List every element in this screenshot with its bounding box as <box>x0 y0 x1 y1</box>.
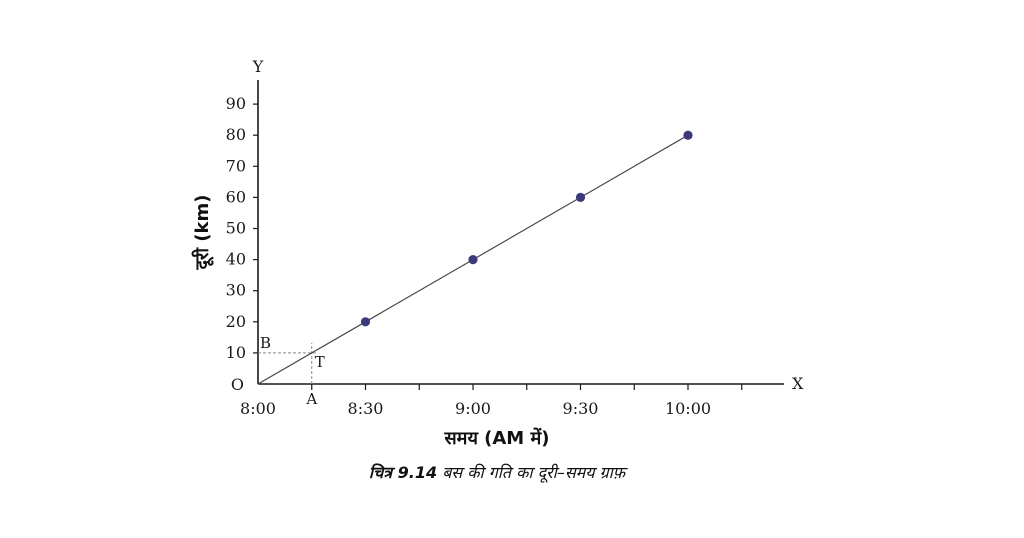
y-tick-label: 20 <box>226 312 246 331</box>
x-tick-label: 9:00 <box>455 399 491 418</box>
annotation-labels: O X Y A B T <box>231 57 804 408</box>
x-axis-letter: X <box>792 374 804 393</box>
x-axis-title: समय (AM में) <box>444 427 550 449</box>
caption-text: बस की गति का दूरी–समय ग्राफ़ <box>442 463 629 483</box>
axes <box>253 80 784 390</box>
data-point <box>683 130 693 140</box>
y-tick-label: 70 <box>226 156 246 175</box>
y-tick-label: 50 <box>226 219 246 238</box>
data-point <box>360 317 371 327</box>
y-tick-label: 80 <box>226 125 246 144</box>
guide-lines <box>258 342 316 384</box>
data-point <box>575 192 586 202</box>
series-group <box>257 130 693 385</box>
x-tick-label: 9:30 <box>563 399 599 418</box>
label-T: T <box>315 353 325 371</box>
label-B: B <box>260 334 271 352</box>
x-tick-label: 8:00 <box>240 399 276 418</box>
label-A: A <box>305 390 317 408</box>
y-tick-label: 40 <box>226 250 246 269</box>
figure-caption: चित्र 9.14 बस की गति का दूरी–समय ग्राफ़ <box>369 463 629 483</box>
y-axis-letter: Y <box>252 57 264 76</box>
origin-label: O <box>231 375 244 394</box>
caption-prefix: चित्र 9.14 <box>369 463 437 482</box>
tick-labels: 8:00 8:30 9:00 9:30 10:00 10 20 30 40 50 60 70 80 90 <box>226 94 711 418</box>
y-tick-label: 90 <box>226 94 246 113</box>
y-axis-title: दूरी (km) <box>191 194 214 270</box>
data-point <box>468 255 478 265</box>
y-tick-label: 60 <box>226 187 246 206</box>
x-tick-label: 10:00 <box>665 399 711 418</box>
x-tick-label: 8:30 <box>348 399 384 418</box>
y-tick-label: 30 <box>226 281 246 300</box>
y-tick-label: 10 <box>226 343 246 362</box>
